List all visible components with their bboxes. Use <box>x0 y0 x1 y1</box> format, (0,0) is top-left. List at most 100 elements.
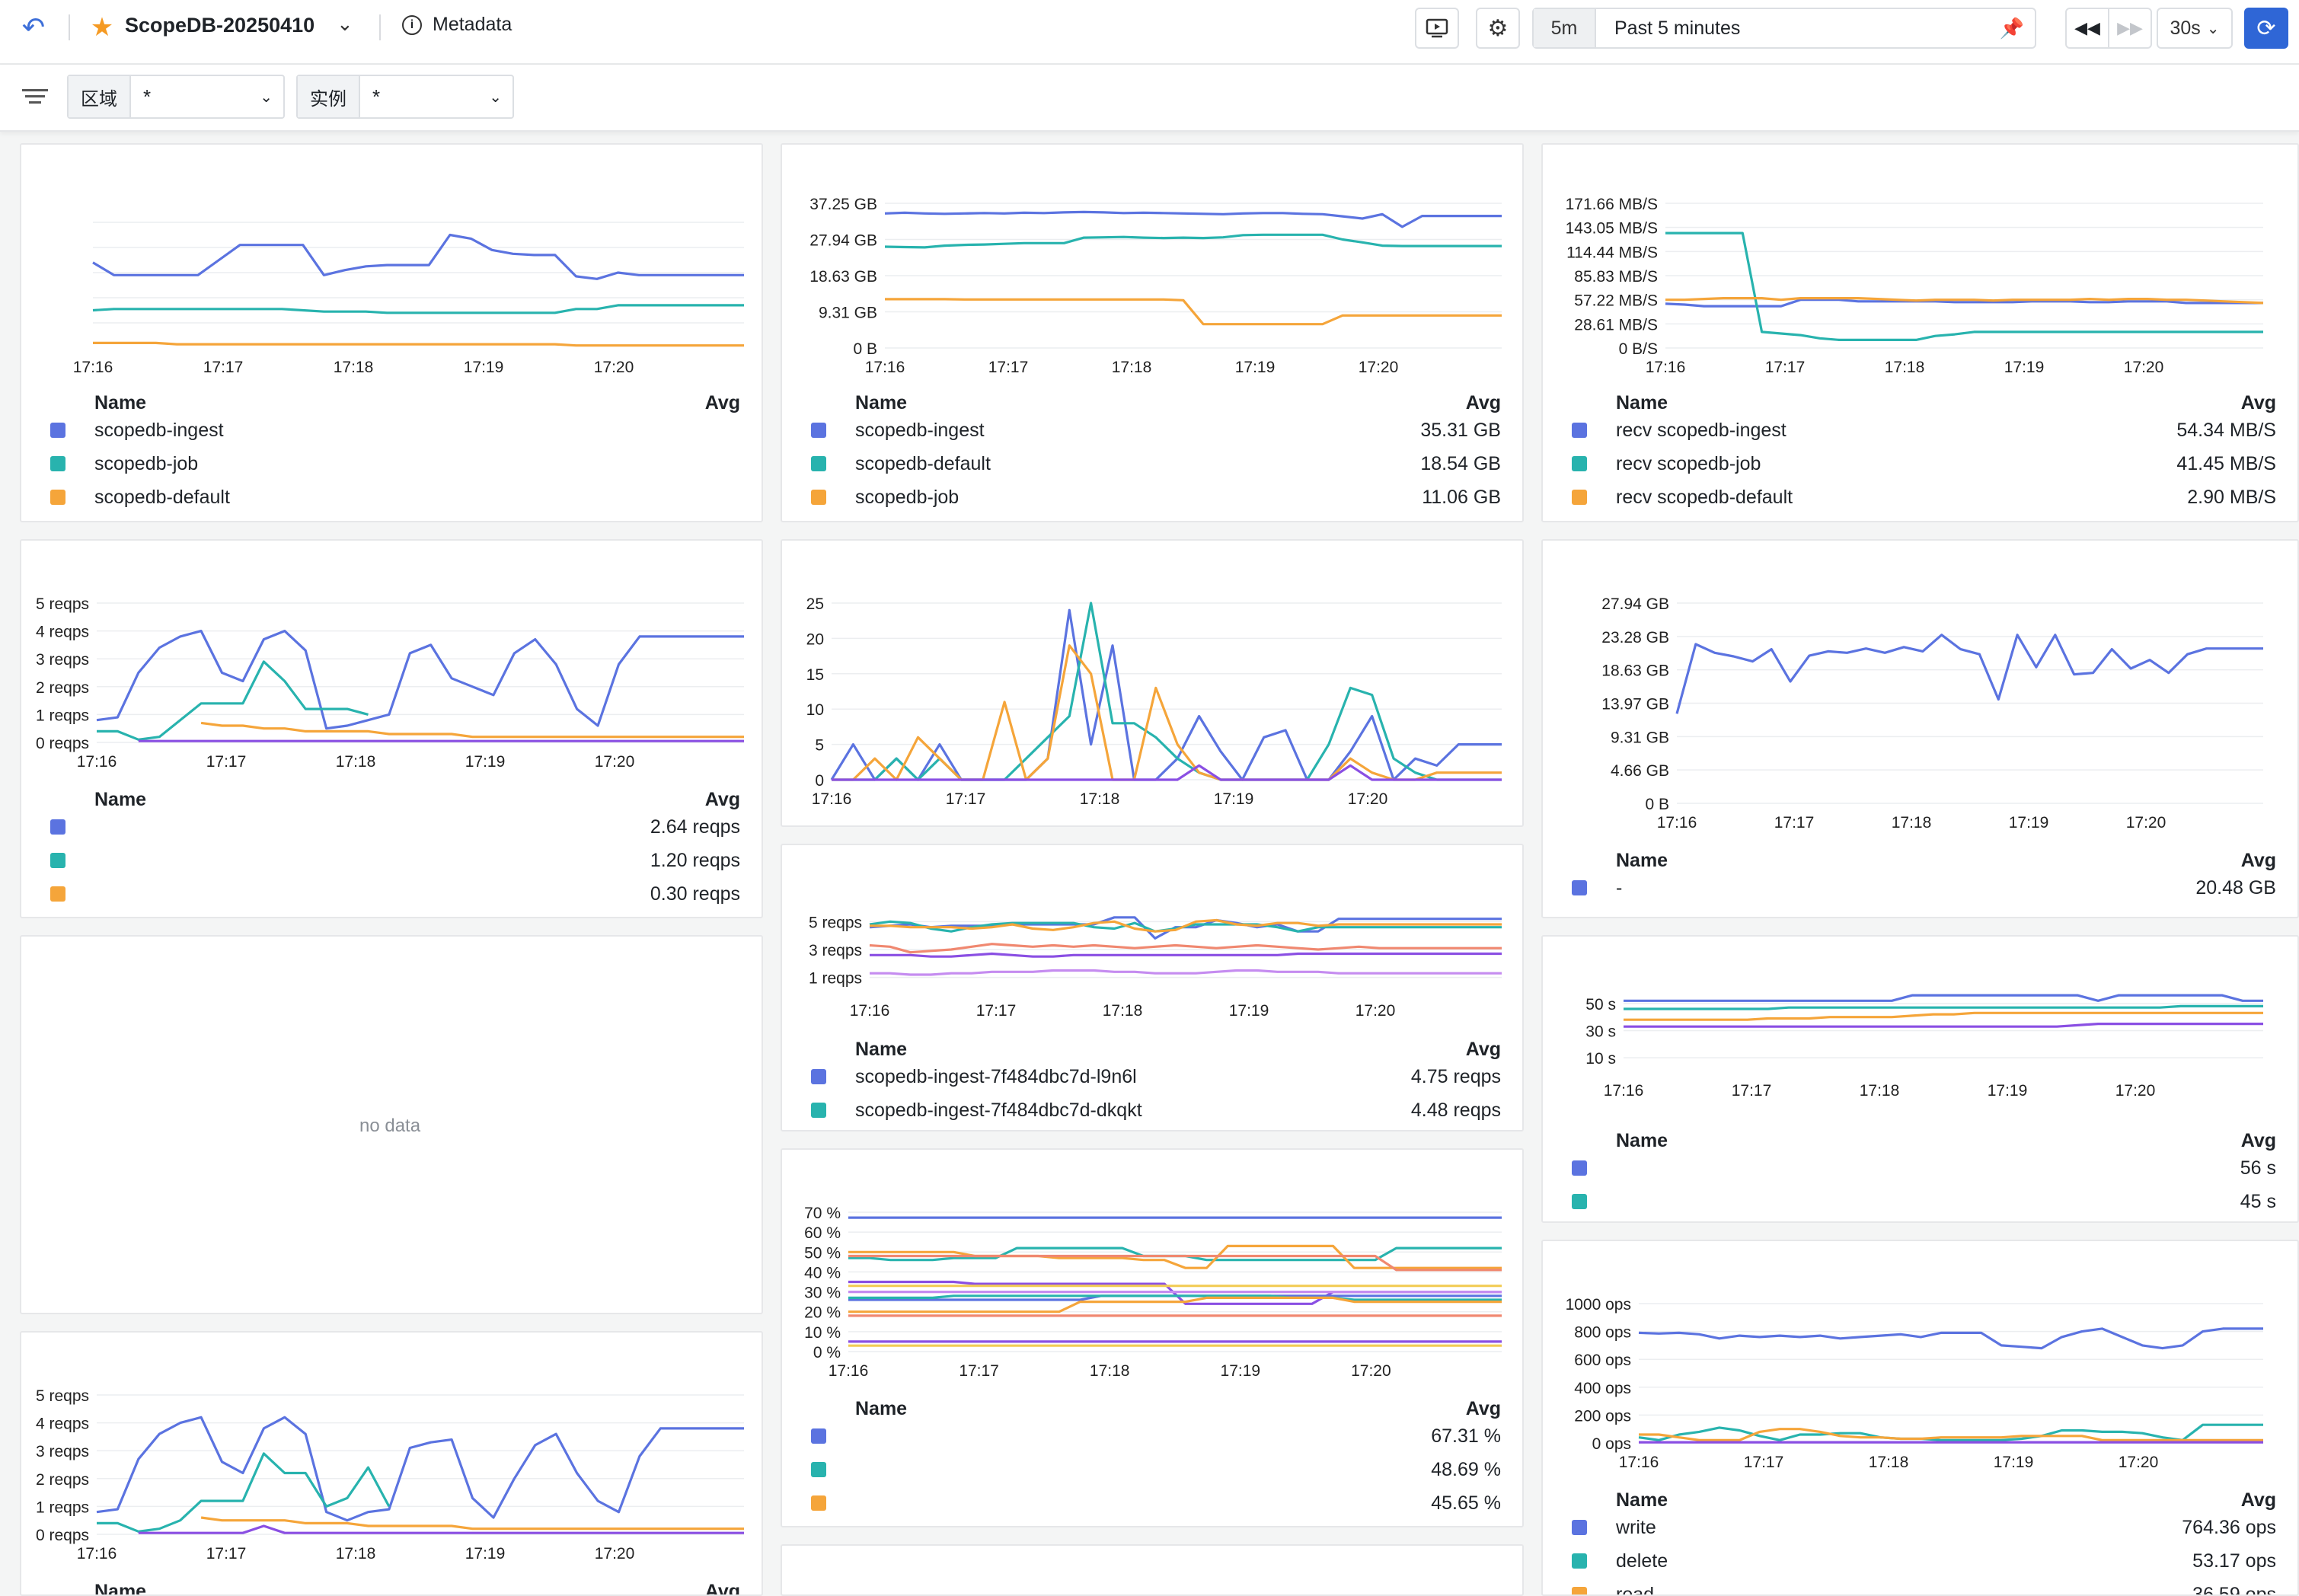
legend-item-avg: 35.31 GB <box>1420 420 1501 441</box>
series-line <box>96 629 744 730</box>
series-line <box>848 1246 1502 1262</box>
x-tick-label: 17:16 <box>812 790 852 808</box>
legend-swatch <box>811 1462 826 1477</box>
filter-icon[interactable] <box>20 85 50 111</box>
chart-p5: 0 5 10 15 20 25 17:16 17:17 17:18 17:19 17:20 <box>806 595 1502 808</box>
series-line <box>870 952 1502 958</box>
legend-item-name[interactable]: read <box>1616 1584 1655 1596</box>
chevron-down-icon: ⌄ <box>2206 20 2220 37</box>
region-filter[interactable]: 区域 * ⌄ <box>67 75 285 119</box>
x-tick-label: 17:17 <box>206 753 247 771</box>
legend-item-name[interactable]: scopedb-ingest <box>855 420 985 441</box>
y-tick-label: 0 ops <box>1592 1435 1631 1453</box>
series-line <box>138 1524 744 1534</box>
time-range-short[interactable]: 5m <box>1534 9 1596 47</box>
metadata-button[interactable]: i Metadata <box>402 14 512 36</box>
y-tick-label: 5 reqps <box>36 595 89 613</box>
series-line <box>1665 231 2263 341</box>
x-tick-label: 17:20 <box>1348 790 1388 808</box>
legend-item-avg: 1.20 reqps <box>650 850 740 871</box>
legend-header-name: Name <box>1616 392 1668 413</box>
dashboard-title[interactable]: ScopeDB-20250410 <box>125 14 315 37</box>
legend-item-avg: 2.64 reqps <box>650 816 740 838</box>
legend-swatch <box>50 853 65 868</box>
instance-filter-label: 实例 <box>298 76 360 117</box>
legend-swatch <box>811 423 826 438</box>
legend-item-name[interactable]: recv scopedb-default <box>1616 487 1793 508</box>
y-tick-label: 1 reqps <box>809 970 862 988</box>
y-tick-label: 30 s <box>1585 1023 1616 1041</box>
panel-p7[interactable]: 1 reqps 3 reqps 5 reqps 17:16 17:17 17:18 17:1… <box>781 844 1524 1132</box>
x-tick-label: 17:20 <box>595 1545 635 1562</box>
x-tick-label: 17:18 <box>336 1545 376 1562</box>
time-range-label[interactable]: Past 5 minutes <box>1614 17 1741 39</box>
panel-p9[interactable]: no data <box>20 935 763 1314</box>
panel-p3[interactable]: 0 B/S 28.61 MB/S 57.22 MB/S 85.83 MB/S 114.4… <box>1541 143 2299 522</box>
panel-p5[interactable]: 0 5 10 15 20 25 17:16 17:17 17:18 17:19 17:20 <box>781 539 1524 827</box>
panel-p4[interactable]: 0 reqps 1 reqps 2 reqps 3 reqps 4 reqps 5 req… <box>20 539 763 918</box>
refresh-interval-value: 30s <box>2170 17 2201 39</box>
back-icon[interactable]: ↶ <box>21 11 46 43</box>
instance-filter-value[interactable]: * ⌄ <box>360 76 512 117</box>
legend-item-name[interactable]: scopedb-job <box>94 453 199 474</box>
chevron-down-icon[interactable]: ⌄ <box>337 12 353 35</box>
rewind-icon[interactable]: ◀◀ <box>2067 9 2109 47</box>
legend-item-name[interactable]: recv scopedb-ingest <box>1616 420 1787 441</box>
series-line <box>1624 1004 2263 1010</box>
legend-swatch <box>50 456 65 471</box>
x-tick-label: 17:16 <box>77 753 117 771</box>
legend-item-name[interactable]: delete <box>1616 1550 1668 1572</box>
panel-p8[interactable]: 10 s 30 s 50 s 17:16 17:17 17:18 17:19 17:20 Nam… <box>1541 935 2299 1223</box>
legend-item-name[interactable]: recv scopedb-job <box>1616 453 1761 474</box>
tv-mode-button[interactable] <box>1415 8 1459 49</box>
x-tick-label: 17:19 <box>1229 1002 1269 1020</box>
panel-p12[interactable]: 0 reqps 1 reqps 2 reqps 3 reqps 4 reqps 5 req… <box>20 1331 763 1596</box>
legend-item-name[interactable]: scopedb-job <box>855 487 960 508</box>
region-filter-value[interactable]: * ⌄ <box>131 76 283 117</box>
panel-p11[interactable]: 0 ops 200 ops 400 ops 600 ops 800 ops 1000 op… <box>1541 1240 2299 1596</box>
legend-item-name[interactable]: scopedb-ingest-7f484dbc7d-dkqkt <box>855 1100 1142 1121</box>
x-tick-label: 17:16 <box>1646 359 1686 376</box>
x-tick-label: 17:20 <box>595 753 635 771</box>
y-tick-label: 5 <box>815 737 824 755</box>
y-tick-label: 37.25 GB <box>809 196 877 213</box>
pin-icon[interactable]: 📌 <box>1999 16 2025 40</box>
star-icon[interactable]: ★ <box>90 13 114 42</box>
chart-p6: 0 B 4.66 GB 9.31 GB 13.97 GB 18.63 GB 23.28 G… <box>1601 595 2263 832</box>
legend-header-avg: Avg <box>704 789 740 810</box>
panel-p6[interactable]: 0 B 4.66 GB 9.31 GB 13.97 GB 18.63 GB 23.28 G… <box>1541 539 2299 918</box>
fast-forward-icon[interactable]: ▶▶ <box>2117 18 2143 37</box>
x-tick-label: 17:17 <box>203 359 244 376</box>
refresh-button[interactable]: ⟳ <box>2244 8 2288 49</box>
panel-p1[interactable]: 17:16 17:17 17:18 17:19 17:20 Name Avg scopedb-… <box>20 143 763 522</box>
series-line <box>1638 1423 2263 1441</box>
legend-swatch <box>1572 1553 1587 1569</box>
legend-item-name[interactable]: scopedb-ingest-7f484dbc7d-l9n6l <box>855 1066 1137 1087</box>
y-tick-label: 18.63 GB <box>809 268 877 286</box>
panel-p2[interactable]: 0 B 9.31 GB 18.63 GB 27.94 GB 37.25 GB 17:16 1… <box>781 143 1524 522</box>
series-line <box>1624 1022 2263 1028</box>
panel-p10[interactable]: 0 % 10 % 20 % 30 % 40 % 50 % 60 % 70 % 17:16 17:1… <box>781 1148 1524 1527</box>
legend-item-avg: 41.45 MB/S <box>2176 453 2276 474</box>
series-line <box>870 969 1502 976</box>
x-tick-label: 17:17 <box>976 1002 1017 1020</box>
panel-p13[interactable] <box>781 1544 1524 1596</box>
legend-swatch <box>811 1428 826 1444</box>
legend-item-name[interactable]: - <box>1616 877 1623 899</box>
y-tick-label: 28.61 MB/S <box>1574 316 1658 334</box>
legend-item-name[interactable]: write <box>1616 1517 1656 1538</box>
legend-item-name[interactable]: scopedb-ingest <box>94 420 224 441</box>
y-tick-label: 20 <box>806 630 824 648</box>
x-tick-label: 17:20 <box>2124 359 2164 376</box>
y-tick-label: 171.66 MB/S <box>1566 196 1658 213</box>
time-range-picker[interactable]: 5m Past 5 minutes 📌 <box>1532 8 2036 49</box>
legend-item-name[interactable]: scopedb-default <box>94 487 230 508</box>
refresh-interval-select[interactable]: 30s ⌄ <box>2157 8 2233 49</box>
legend-item-name[interactable]: scopedb-default <box>855 453 991 474</box>
series-line <box>832 764 1502 781</box>
tv-icon <box>1426 18 1448 38</box>
instance-filter[interactable]: 实例 * ⌄ <box>296 75 514 119</box>
legend-swatch <box>811 456 826 471</box>
y-tick-label: 2 reqps <box>36 1471 89 1489</box>
settings-button[interactable]: ⚙ <box>1476 8 1520 49</box>
